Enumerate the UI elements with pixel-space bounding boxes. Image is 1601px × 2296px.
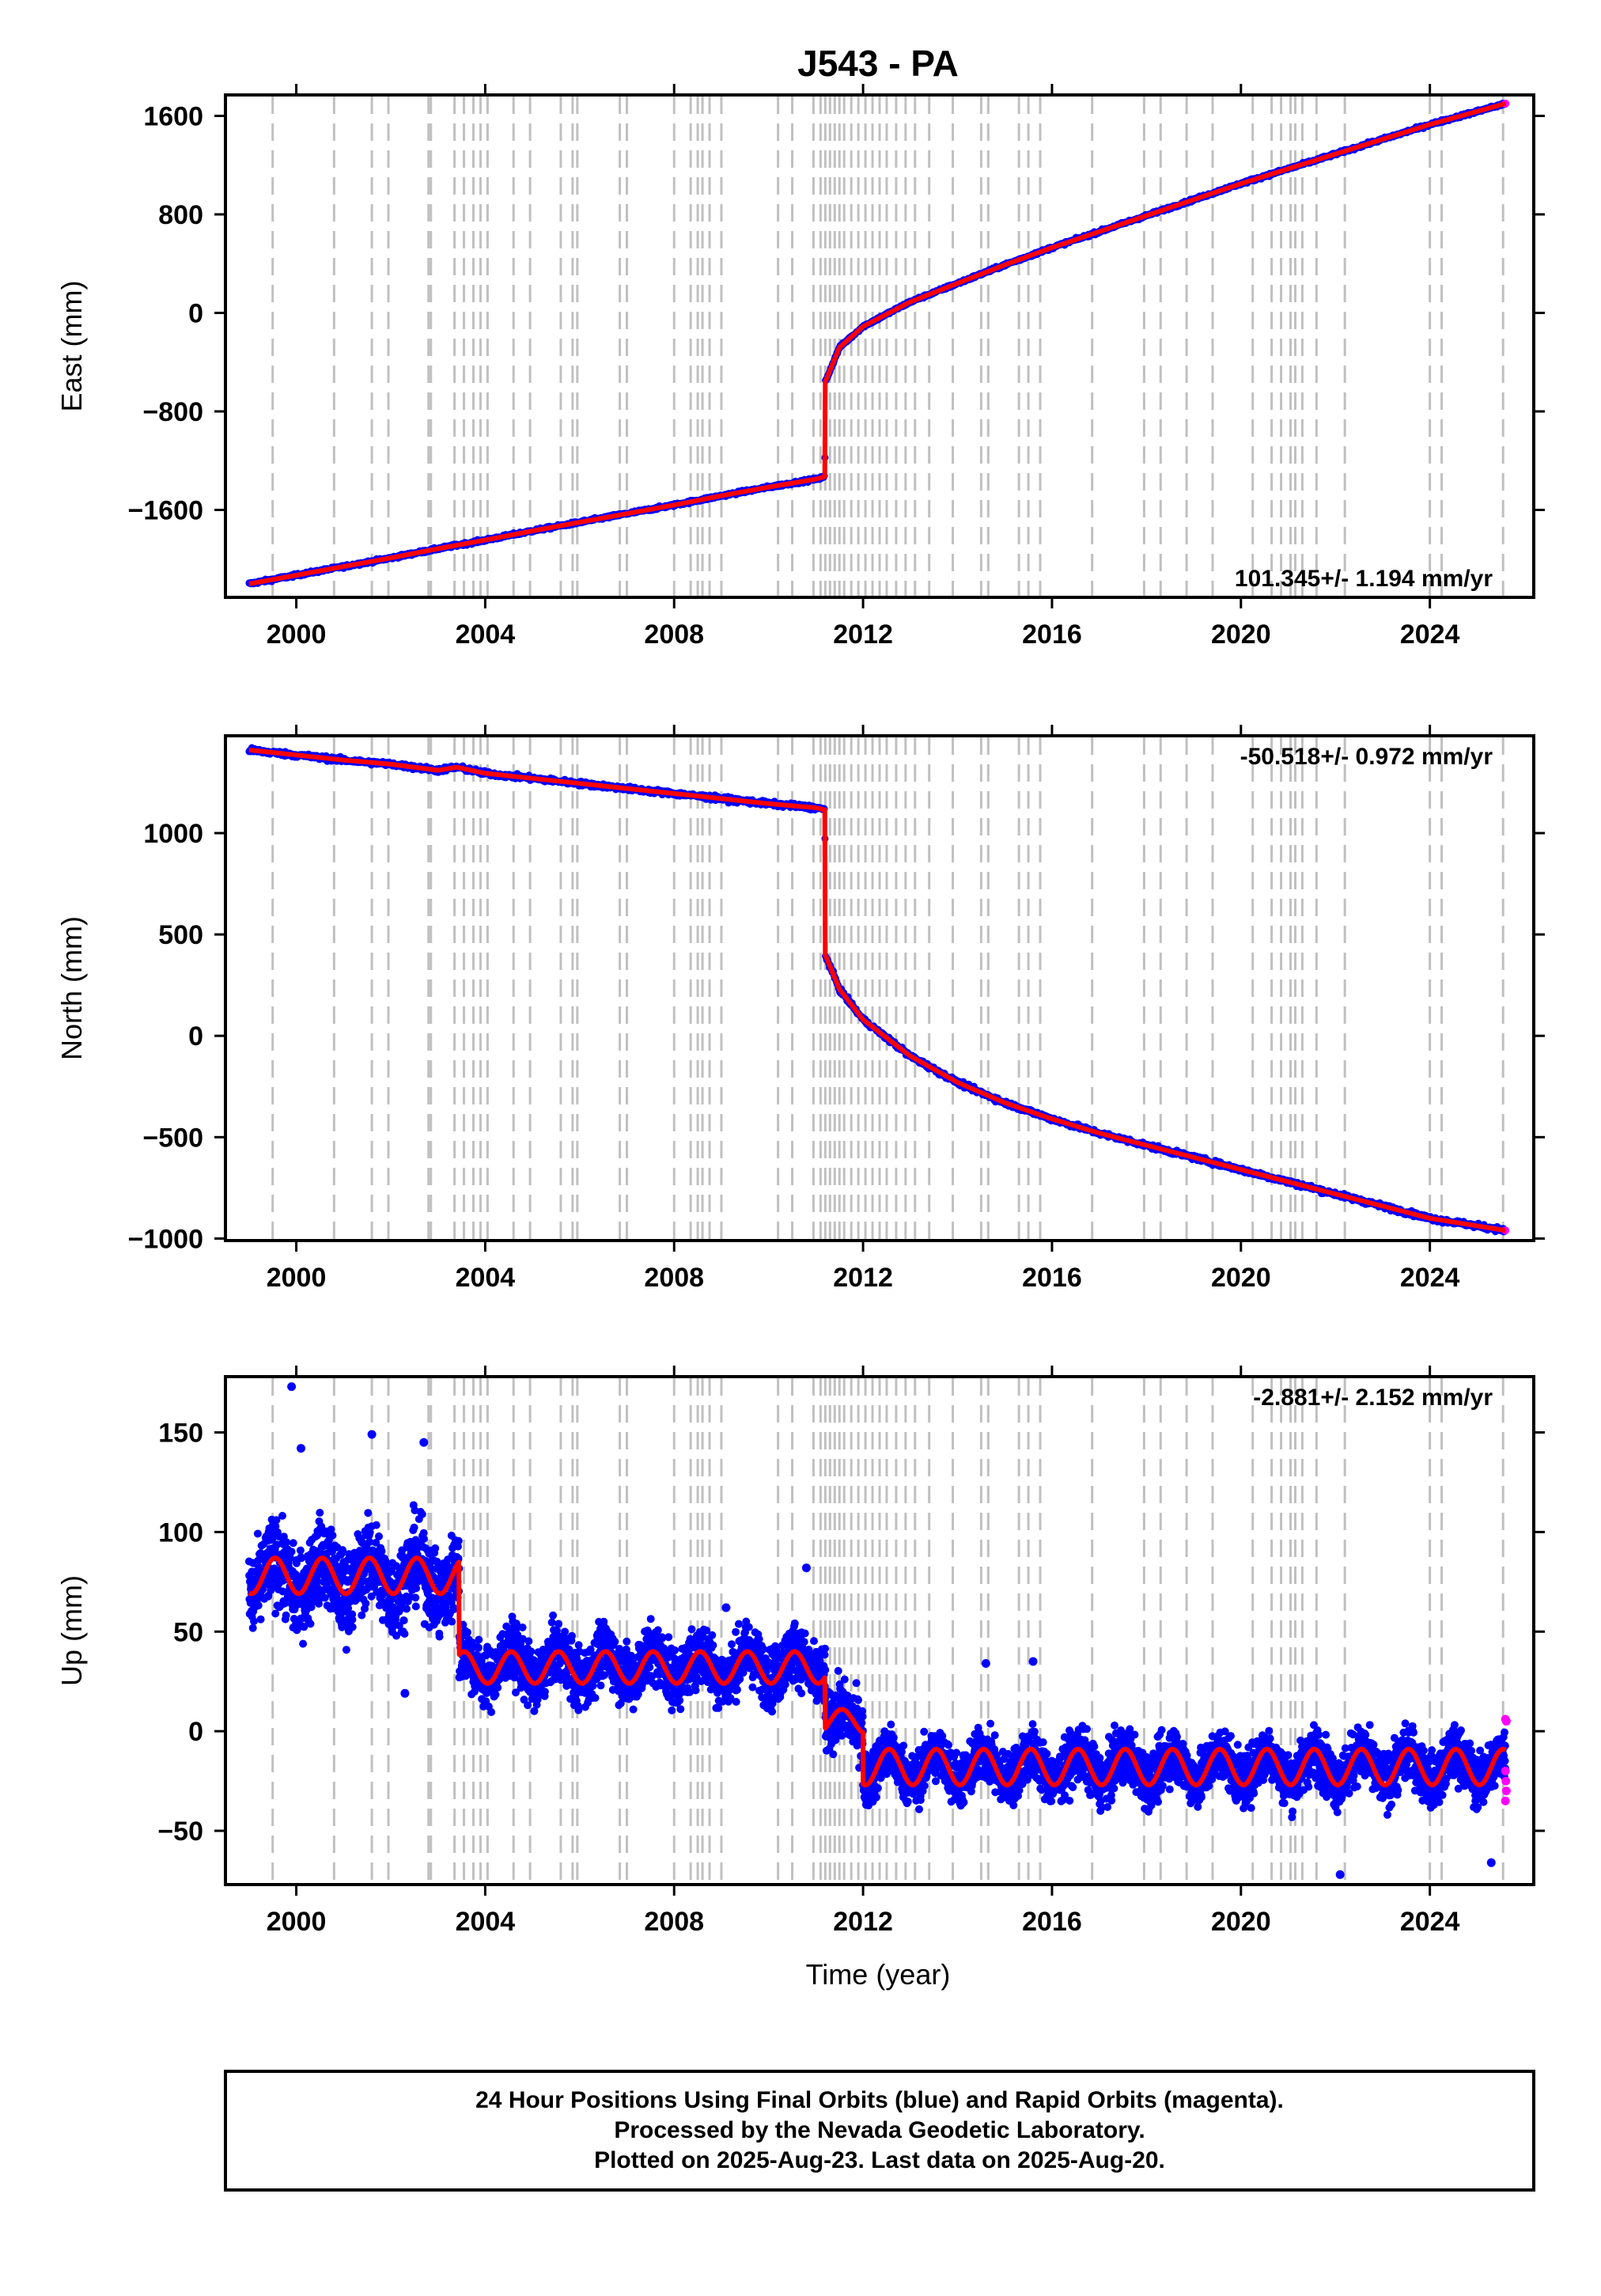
data-point xyxy=(282,1538,291,1547)
data-point xyxy=(296,1546,305,1555)
y-tick-label: −800 xyxy=(142,397,203,427)
x-tick-label: 2008 xyxy=(644,1263,704,1293)
x-tick-label: 2020 xyxy=(1211,1263,1271,1293)
event-lines xyxy=(271,97,1504,596)
data-point xyxy=(299,1639,308,1648)
y-tick-label: 0 xyxy=(188,298,203,328)
x-tick-label: 2000 xyxy=(267,619,327,650)
y-tick-label: 1600 xyxy=(143,101,203,131)
data-point xyxy=(253,1529,262,1538)
x-tick-label: 2020 xyxy=(1211,619,1271,650)
x-tick-label: 2024 xyxy=(1400,1263,1460,1293)
data-point xyxy=(287,1548,296,1556)
data-point xyxy=(271,1609,280,1618)
data-point xyxy=(250,1617,258,1626)
data-point xyxy=(256,1615,265,1623)
x-tick-label: 2004 xyxy=(456,619,516,650)
x-tick-label: 2008 xyxy=(644,619,704,650)
y-tick-label: −1600 xyxy=(128,495,204,525)
x-tick-label: 2024 xyxy=(1400,619,1460,650)
rate-label: 101.345+/- 1.194 mm/yr xyxy=(1235,566,1493,592)
y-tick-label: 500 xyxy=(158,920,203,950)
rate-label: -50.518+/- 0.972 mm/yr xyxy=(1240,744,1493,770)
data-point xyxy=(289,1539,297,1548)
chart-title: J543 - PA xyxy=(797,43,959,84)
data-point xyxy=(254,1601,263,1610)
x-tick-label: 2016 xyxy=(1022,1263,1082,1293)
y-axis-label: East (mm) xyxy=(55,281,88,412)
data-point xyxy=(248,1623,257,1632)
y-tick-label: −500 xyxy=(142,1123,203,1153)
east-panel: 2000 2004 2008 2012 2016 2020 2024 −1600 −800 0 80… xyxy=(55,84,1545,650)
y-tick-label: −1000 xyxy=(128,1224,204,1254)
x-tick-label: 2000 xyxy=(267,1263,327,1293)
y-axis-label: North (mm) xyxy=(55,916,88,1060)
x-tick-label: 2016 xyxy=(1022,619,1082,650)
x-tick-label: 2012 xyxy=(833,619,893,650)
y-tick-label: 800 xyxy=(158,200,203,230)
x-tick-label: 2004 xyxy=(456,1263,516,1293)
y-tick-label: 1000 xyxy=(143,819,203,849)
y-tick-label: 0 xyxy=(188,1021,203,1051)
x-tick-label: 2012 xyxy=(833,1263,893,1293)
data-point xyxy=(282,1611,290,1620)
data-point xyxy=(278,1511,286,1520)
